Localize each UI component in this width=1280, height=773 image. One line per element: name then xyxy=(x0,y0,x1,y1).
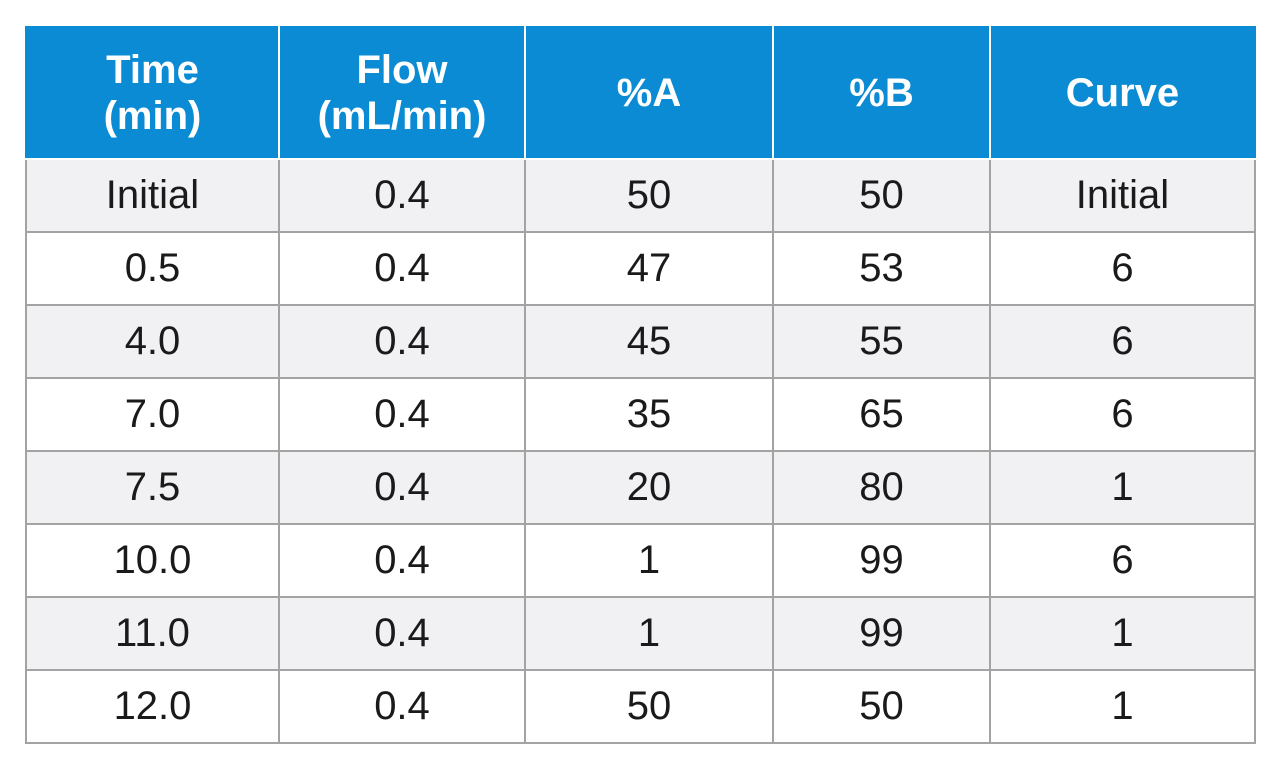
table-row: 7.0 0.4 35 65 6 xyxy=(25,377,1256,452)
cell-time: 7.0 xyxy=(25,377,280,452)
cell-percent-a: 45 xyxy=(524,304,774,379)
column-header-line: (mL/min) xyxy=(317,94,487,138)
table-row: 7.5 0.4 20 80 1 xyxy=(25,450,1256,525)
cell-percent-a: 1 xyxy=(524,523,774,598)
cell-time: 10.0 xyxy=(25,523,280,598)
gradient-table: Time (min) Flow (mL/min) %A %B Curve Ini… xyxy=(25,26,1256,744)
cell-flow: 0.4 xyxy=(278,450,526,525)
cell-curve: 1 xyxy=(989,669,1256,744)
column-header-time: Time (min) xyxy=(25,26,280,160)
cell-curve: 6 xyxy=(989,377,1256,452)
cell-time: 12.0 xyxy=(25,669,280,744)
cell-percent-b: 99 xyxy=(772,596,991,671)
cell-flow: 0.4 xyxy=(278,377,526,452)
cell-curve: 1 xyxy=(989,450,1256,525)
column-header-line: %A xyxy=(616,71,682,115)
table-body: Initial 0.4 50 50 Initial 0.5 0.4 47 53 6 4.0 0.4 45… xyxy=(25,158,1256,744)
cell-percent-b: 53 xyxy=(772,231,991,306)
cell-flow: 0.4 xyxy=(278,231,526,306)
column-header-line: Flow xyxy=(356,48,448,92)
table-row: 10.0 0.4 1 99 6 xyxy=(25,523,1256,598)
table-row: 11.0 0.4 1 99 1 xyxy=(25,596,1256,671)
cell-percent-a: 50 xyxy=(524,158,774,233)
table-row: Initial 0.4 50 50 Initial xyxy=(25,158,1256,233)
gradient-table-container: Time (min) Flow (mL/min) %A %B Curve Ini… xyxy=(25,26,1256,744)
cell-curve: 1 xyxy=(989,596,1256,671)
cell-time: 4.0 xyxy=(25,304,280,379)
header-row: Time (min) Flow (mL/min) %A %B Curve xyxy=(25,26,1256,160)
column-header-percent-a: %A xyxy=(524,26,774,160)
cell-flow: 0.4 xyxy=(278,304,526,379)
cell-time: 0.5 xyxy=(25,231,280,306)
cell-percent-a: 35 xyxy=(524,377,774,452)
table-row: 4.0 0.4 45 55 6 xyxy=(25,304,1256,379)
cell-percent-b: 80 xyxy=(772,450,991,525)
cell-flow: 0.4 xyxy=(278,596,526,671)
cell-flow: 0.4 xyxy=(278,158,526,233)
cell-time: 7.5 xyxy=(25,450,280,525)
cell-curve: 6 xyxy=(989,523,1256,598)
cell-percent-a: 50 xyxy=(524,669,774,744)
cell-curve: 6 xyxy=(989,231,1256,306)
cell-flow: 0.4 xyxy=(278,523,526,598)
cell-curve: 6 xyxy=(989,304,1256,379)
cell-percent-b: 55 xyxy=(772,304,991,379)
column-header-percent-b: %B xyxy=(772,26,991,160)
cell-percent-b: 65 xyxy=(772,377,991,452)
cell-time: 11.0 xyxy=(25,596,280,671)
cell-time: Initial xyxy=(25,158,280,233)
column-header-flow: Flow (mL/min) xyxy=(278,26,526,160)
cell-percent-a: 1 xyxy=(524,596,774,671)
column-header-line: %B xyxy=(849,71,914,115)
column-header-curve: Curve xyxy=(989,26,1256,160)
cell-flow: 0.4 xyxy=(278,669,526,744)
cell-percent-a: 47 xyxy=(524,231,774,306)
cell-percent-a: 20 xyxy=(524,450,774,525)
column-header-line: Time xyxy=(106,48,199,92)
cell-percent-b: 50 xyxy=(772,669,991,744)
cell-percent-b: 50 xyxy=(772,158,991,233)
table-row: 12.0 0.4 50 50 1 xyxy=(25,669,1256,744)
table-header: Time (min) Flow (mL/min) %A %B Curve xyxy=(25,26,1256,160)
column-header-line: Curve xyxy=(1065,71,1180,115)
table-row: 0.5 0.4 47 53 6 xyxy=(25,231,1256,306)
column-header-line: (min) xyxy=(103,94,202,138)
cell-curve: Initial xyxy=(989,158,1256,233)
cell-percent-b: 99 xyxy=(772,523,991,598)
